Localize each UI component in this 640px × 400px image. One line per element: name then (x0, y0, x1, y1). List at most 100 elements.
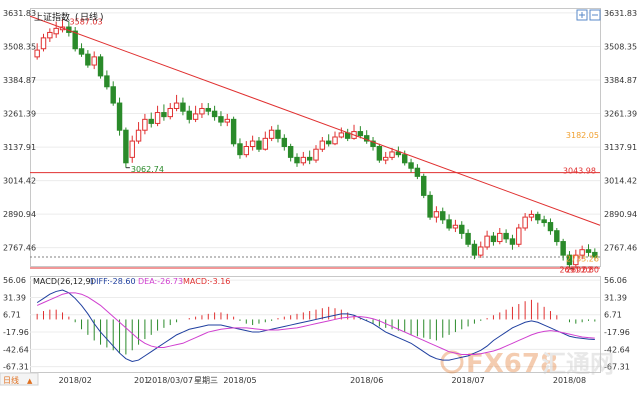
mid-low-label: 3062.74 (131, 165, 164, 174)
diff-legend: DIFF:-28.60 (90, 277, 136, 286)
x-tick-label: 2018/02 (59, 376, 92, 385)
candle (237, 143, 243, 156)
candle (528, 213, 535, 218)
price-tick-label: 3508.35 (604, 42, 637, 51)
candle (211, 110, 218, 118)
price-tick-label: 3137.91 (3, 143, 36, 152)
candle (382, 156, 389, 161)
candle (579, 249, 585, 256)
candle (414, 167, 421, 177)
candle (129, 140, 135, 158)
period-paren-close: ) (100, 13, 104, 23)
price-tick-label: 3014.42 (604, 177, 637, 186)
candle (465, 232, 471, 245)
price-tick-label: 3631.83 (3, 9, 36, 18)
candle (541, 219, 547, 224)
zoom-out-button[interactable] (589, 9, 601, 21)
diff-line (36, 289, 595, 363)
price-axis-right: 3631.83 3508.35 3384.87 3261.39 3137.91 3014.… (604, 9, 637, 253)
index-title: 上证指数 (34, 11, 70, 23)
candle (123, 129, 129, 164)
candle (230, 118, 237, 145)
candle (370, 140, 376, 148)
macd-tick-label: -42.64 (604, 345, 630, 354)
candle (243, 146, 250, 156)
candle (116, 102, 123, 131)
period-selector[interactable] (0, 372, 39, 386)
cursor-prefix: 201 (134, 376, 149, 385)
x-tick-label: 2018/05 (223, 376, 256, 385)
candle (287, 146, 294, 158)
price-tick-label: 3631.83 (604, 9, 637, 18)
candle (421, 175, 427, 196)
low-label: 2691.02 (559, 265, 592, 274)
candle (592, 251, 598, 258)
level-3182-label: 3182.05 (566, 131, 599, 140)
candle (91, 56, 97, 66)
candle (186, 110, 192, 120)
price-2692-label: 2692.60 (566, 265, 599, 274)
macd-tick-label: 6.71 (3, 311, 21, 320)
triangle-up-icon: ▲ (27, 377, 33, 385)
candle (560, 241, 566, 256)
candle (262, 137, 269, 150)
candle (440, 211, 446, 221)
macd-tick-label: 56.06 (604, 276, 627, 285)
candle (281, 137, 288, 148)
macd-title: MACD(26,12,9) (33, 277, 94, 286)
candle (484, 235, 490, 248)
macd-histogram (36, 299, 596, 355)
candle (224, 118, 230, 123)
macd-tick-label: -42.64 (3, 345, 29, 354)
candle (142, 118, 148, 131)
macd-legend: MACD:-3.16 (183, 277, 230, 286)
candle (585, 249, 592, 253)
price-tick-label: 3508.35 (3, 42, 36, 51)
dea-legend: DEA:-26.73 (138, 277, 183, 286)
candle (148, 118, 154, 124)
dea-line (36, 292, 595, 355)
candle (78, 48, 85, 55)
candle (497, 232, 503, 243)
macd-tick-label: -17.96 (604, 328, 630, 337)
period-selector-label: 日线 (3, 375, 19, 385)
candlestick-series (34, 18, 598, 269)
level-3043-label: 3043.98 (563, 166, 596, 175)
candle (249, 140, 256, 148)
candle (40, 37, 47, 50)
x-tick-label: 2018/06 (350, 376, 383, 385)
macd-tick-label: 31.39 (604, 293, 627, 302)
candle (547, 222, 554, 232)
period-paren-open: ( (75, 13, 79, 23)
price-tick-label: 3384.87 (604, 76, 637, 85)
candle (256, 140, 262, 150)
trendline (29, 15, 601, 226)
candle (402, 154, 408, 164)
zoom-in-button[interactable] (576, 9, 588, 21)
macd-tick-label: -67.31 (3, 363, 29, 372)
candle (268, 129, 275, 139)
macd-tick-label: 31.39 (3, 293, 26, 302)
candle (478, 246, 484, 256)
candle (566, 254, 573, 266)
candle (218, 116, 224, 123)
price-tick-label: 3261.39 (604, 110, 637, 119)
cursor-date: 2018/03/07 (147, 376, 193, 385)
candle (161, 112, 167, 118)
candle (433, 211, 440, 218)
price-tick-label: 3384.87 (3, 76, 36, 85)
price-tick-label: 2890.94 (3, 210, 36, 219)
candle (446, 219, 452, 229)
candle (509, 238, 516, 245)
candle (167, 107, 173, 118)
candle (199, 107, 205, 115)
candle (408, 162, 414, 169)
candle (490, 235, 497, 243)
candle (427, 194, 433, 218)
price-annotations: 3587.03 3062.74 2691.02 3043.98 3182.05 2733.… (62, 18, 599, 274)
price-tick-label: 3137.91 (604, 143, 637, 152)
candle (338, 132, 345, 138)
candle (471, 243, 478, 256)
candle (325, 140, 332, 145)
